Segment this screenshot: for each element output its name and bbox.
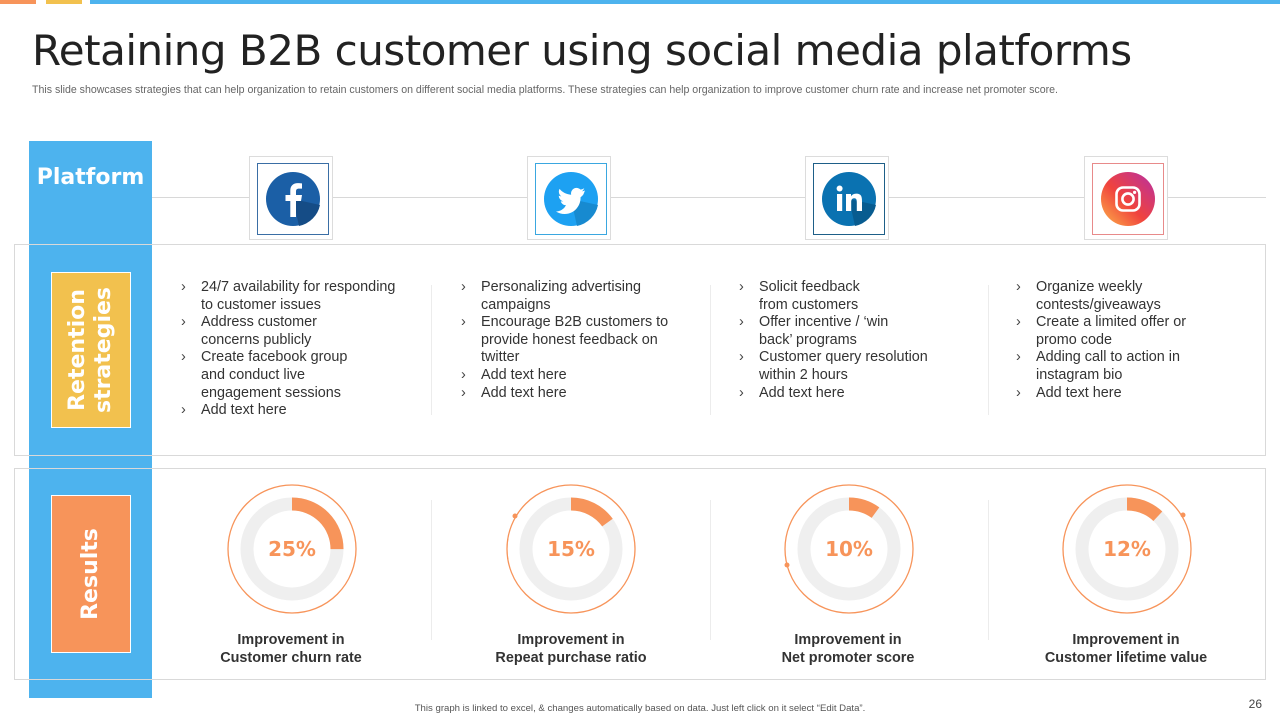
result-label-line: Net promoter score: [781, 650, 915, 666]
column-separator: [431, 500, 432, 640]
retention-row-label: Retention strategies: [65, 286, 117, 414]
instagram-strategy-list: Organize weekly contests/giveaways Creat…: [1016, 279, 1246, 402]
slide-title: Retaining B2B customer using social medi…: [32, 26, 1132, 75]
list-item: Organize weekly contests/giveaways: [1016, 279, 1176, 314]
repeat-purchase-gauge: 15%: [505, 483, 637, 615]
top-accent-orange: [0, 0, 36, 4]
column-separator: [710, 500, 711, 640]
gauge-ring: [506, 484, 636, 614]
list-item: Solicit feedback from customers: [739, 279, 879, 314]
linkedin-strategy-list: Solicit feedback from customers Offer in…: [739, 279, 969, 402]
instagram-icon-frame: [1084, 156, 1168, 240]
facebook-icon: [266, 172, 320, 226]
churn-rate-label: Improvement in Customer churn rate: [176, 631, 406, 667]
twitter-icon: [544, 172, 598, 226]
list-item: Add text here: [461, 385, 701, 403]
list-item: 24/7 availability for responding to cust…: [181, 279, 411, 314]
retention-strategies-panel: [14, 244, 1266, 456]
list-item: Personalizing advertising campaigns: [461, 279, 651, 314]
gauge-ring: [784, 484, 914, 614]
result-label-line: Customer lifetime value: [1044, 650, 1208, 666]
list-item: Offer incentive / ‘win back’ programs: [739, 314, 889, 349]
page-number: 26: [1248, 697, 1262, 711]
lifetime-value-gauge: 12%: [1061, 483, 1193, 615]
list-item: Add text here: [739, 385, 969, 403]
linkedin-icon-inner: [813, 163, 885, 235]
repeat-purchase-label: Improvement in Repeat purchase ratio: [456, 631, 686, 667]
gauge-ring: [227, 484, 357, 614]
list-item: Adding call to action in instagram bio: [1016, 349, 1196, 384]
top-accent-blue: [90, 0, 1280, 4]
result-label-line: Improvement in: [237, 632, 345, 648]
gauge-value: 12%: [1103, 537, 1151, 561]
list-item: Add text here: [461, 367, 701, 385]
results-row-label-box: Results: [51, 495, 131, 653]
list-item: Create facebook group and conduct live e…: [181, 349, 361, 402]
facebook-icon-frame: [249, 156, 333, 240]
slide-subtitle: This slide showcases strategies that can…: [32, 84, 1058, 96]
gauge-value: 10%: [825, 537, 873, 561]
retention-row-label-box: Retention strategies: [51, 272, 131, 428]
gauge-ring: [1062, 484, 1192, 614]
result-label-line: Improvement in: [1072, 632, 1180, 648]
facebook-icon-inner: [257, 163, 329, 235]
gauge-fill-arc: [797, 497, 901, 601]
list-item: Address customer concerns publicly: [181, 314, 331, 349]
column-separator: [431, 285, 432, 415]
gauge-fill-arc: [240, 497, 344, 601]
list-item: Add text here: [1016, 385, 1246, 403]
footer-note: This graph is linked to excel, & changes…: [414, 703, 866, 714]
result-label-line: Improvement in: [794, 632, 902, 648]
lifetime-value-label: Improvement in Customer lifetime value: [1011, 631, 1241, 667]
top-accent-yellow: [46, 0, 82, 4]
facebook-strategy-list: 24/7 availability for responding to cust…: [181, 279, 411, 420]
platform-divider-line: [152, 197, 1266, 198]
result-label-line: Repeat purchase ratio: [495, 650, 647, 666]
instagram-icon: [1101, 172, 1155, 226]
list-item: Add text here: [181, 402, 411, 420]
gauge-value: 25%: [268, 537, 316, 561]
result-label-line: Customer churn rate: [220, 650, 362, 666]
net-promoter-label: Improvement in Net promoter score: [733, 631, 963, 667]
list-item: Customer query resolution within 2 hours: [739, 349, 949, 384]
gauge-fill-arc: [1075, 497, 1179, 601]
results-panel: [14, 468, 1266, 680]
column-separator: [710, 285, 711, 415]
linkedin-icon: [822, 172, 876, 226]
result-label-line: Improvement in: [517, 632, 625, 648]
gauge-value: 15%: [547, 537, 595, 561]
net-promoter-gauge: 10%: [783, 483, 915, 615]
column-separator: [988, 500, 989, 640]
gauge-fill-arc: [519, 497, 623, 601]
twitter-icon-inner: [535, 163, 607, 235]
twitter-strategy-list: Personalizing advertising campaigns Enco…: [461, 279, 701, 402]
twitter-icon-frame: [527, 156, 611, 240]
linkedin-icon-frame: [805, 156, 889, 240]
instagram-icon-inner: [1092, 163, 1164, 235]
platform-row-label: Platform: [36, 165, 145, 190]
churn-rate-gauge: 25%: [226, 483, 358, 615]
list-item: Create a limited offer or promo code: [1016, 314, 1206, 349]
results-row-label: Results: [78, 528, 103, 620]
list-item: Encourage B2B customers to provide hones…: [461, 314, 696, 367]
column-separator: [988, 285, 989, 415]
